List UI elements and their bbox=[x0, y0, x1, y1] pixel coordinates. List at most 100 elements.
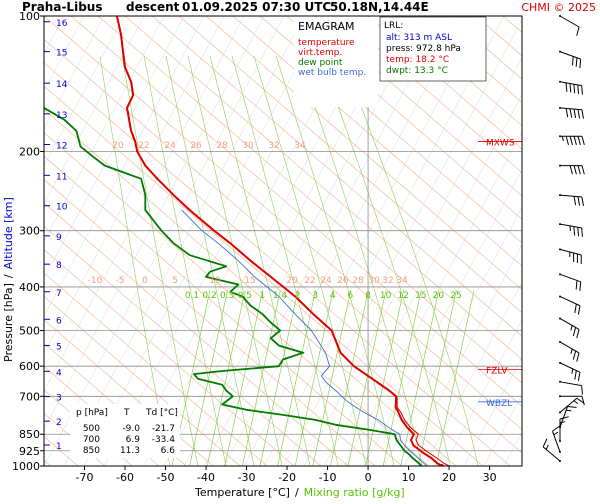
dry-adiabat-label: 22 bbox=[304, 276, 315, 286]
y-axis-title-pressure: Pressure [hPa] bbox=[2, 283, 15, 362]
wind-barb-dot bbox=[559, 248, 561, 250]
pressure-tick-label: 600 bbox=[19, 360, 40, 373]
wind-barb-dot bbox=[559, 451, 561, 453]
wind-barb-dot bbox=[559, 317, 561, 319]
pressure-tick-label: 700 bbox=[19, 390, 40, 403]
temperature-tick-label: -40 bbox=[197, 471, 215, 484]
level-marker-label: FZLV bbox=[486, 366, 508, 376]
mixing-ratio-label: 0.1 bbox=[185, 291, 199, 301]
dry-adiabat-label: 24 bbox=[320, 276, 332, 286]
pressure-tick-label: 500 bbox=[19, 325, 40, 338]
dry-adiabat-label: 26 bbox=[190, 141, 202, 151]
wind-barb-dot bbox=[559, 51, 561, 53]
level-table: p [hPa] T Td [°C] 500 -9.0 -21.7 700 6.9… bbox=[70, 404, 180, 458]
altitude-tick-label: 14 bbox=[56, 80, 68, 90]
wind-barb-dot bbox=[559, 165, 561, 167]
pressure-tick-label: 100 bbox=[19, 10, 40, 23]
wind-barb-dot bbox=[559, 362, 561, 364]
table-cell: 850 bbox=[83, 446, 100, 456]
altitude-tick-label: 13 bbox=[56, 111, 67, 121]
dry-adiabat-label: 20 bbox=[112, 141, 124, 151]
wind-barb-dot bbox=[559, 411, 561, 413]
lrl-alt: alt: 313 m ASL bbox=[386, 33, 452, 43]
table-cell: -21.7 bbox=[152, 424, 175, 434]
header-coords: 50.18N,14.44E bbox=[330, 0, 429, 14]
dry-adiabat-label: 30 bbox=[368, 276, 380, 286]
altitude-tick-label: 15 bbox=[56, 49, 67, 59]
header-datetime: 01.09.2025 07:30 UTC bbox=[182, 0, 331, 14]
dry-adiabat-label: 20 bbox=[286, 276, 298, 286]
wind-barb-dot bbox=[559, 440, 561, 442]
level-marker-label: MXWS bbox=[486, 138, 515, 148]
mixing-ratio-label: 10 bbox=[380, 291, 392, 301]
temperature-tick-label: -10 bbox=[319, 471, 337, 484]
header-type: descent bbox=[126, 0, 180, 14]
dry-adiabat-label: 22 bbox=[138, 141, 149, 151]
dry-adiabat-label: 32 bbox=[268, 141, 279, 151]
temperature-tick-label: 0 bbox=[365, 471, 372, 484]
temperature-tick-label: 10 bbox=[402, 471, 416, 484]
mixing-ratio-label: 1.4 bbox=[273, 291, 288, 301]
table-cell: 6.9 bbox=[126, 435, 141, 445]
wind-barb-dot bbox=[559, 395, 561, 397]
y-axis-title-altitude: Altitude [km] bbox=[2, 197, 15, 269]
mixing-ratio-label: 20 bbox=[433, 291, 445, 301]
wind-barb-dot bbox=[559, 135, 561, 137]
x-axis-title-temperature: Temperature [°C] bbox=[194, 486, 290, 499]
dry-adiabat-label: 5 bbox=[172, 276, 178, 286]
legend-item-dew-point: dew point bbox=[298, 58, 343, 68]
dry-adiabat-label: 34 bbox=[396, 276, 408, 286]
altitude-tick-label: 11 bbox=[56, 172, 67, 182]
lrl-dwpt: dwpt: 13.3 °C bbox=[386, 66, 448, 76]
wind-barb-dot bbox=[559, 15, 561, 17]
lrl-temp: temp: 18.2 °C bbox=[386, 55, 449, 65]
temperature-tick-label: 20 bbox=[442, 471, 456, 484]
lrl-title: LRL: bbox=[384, 21, 403, 31]
wind-barb-dot bbox=[559, 273, 561, 275]
legend: EMAGRAM temperature virt.temp. dew point… bbox=[294, 17, 378, 107]
altitude-tick-label: 2 bbox=[56, 418, 62, 428]
table-cell: 500 bbox=[83, 424, 100, 434]
dry-adiabat-label: -5 bbox=[116, 276, 125, 286]
table-cell: 11.3 bbox=[120, 446, 140, 456]
wind-barb-dot bbox=[559, 107, 561, 109]
dry-adiabat-label: 15 bbox=[244, 276, 255, 286]
mixing-ratio-label: 0.2 bbox=[202, 291, 216, 301]
dry-adiabat-label: 28 bbox=[352, 276, 364, 286]
altitude-tick-label: 9 bbox=[56, 233, 62, 243]
wind-barb-dot bbox=[559, 223, 561, 225]
wind-barb-dot bbox=[559, 81, 561, 83]
table-cell: -9.0 bbox=[122, 424, 140, 434]
altitude-tick-label: 12 bbox=[56, 142, 67, 152]
pressure-tick-label: 1000 bbox=[12, 460, 40, 473]
altitude-tick-label: 5 bbox=[56, 343, 62, 353]
mixing-ratio-label: 25 bbox=[450, 291, 461, 301]
table-header-p: p [hPa] bbox=[76, 408, 108, 418]
temperature-tick-label: -20 bbox=[278, 471, 296, 484]
dry-adiabat-label: 28 bbox=[216, 141, 228, 151]
pressure-tick-label: 925 bbox=[19, 445, 40, 458]
mixing-ratio-label: 0.5 bbox=[238, 291, 252, 301]
mixing-ratio-label: 3 bbox=[312, 291, 318, 301]
altitude-tick-label: 10 bbox=[56, 203, 68, 213]
pressure-tick-label: 300 bbox=[19, 225, 40, 238]
lrl-box: LRL: alt: 313 m ASL press: 972.8 hPa tem… bbox=[380, 17, 486, 81]
altitude-tick-label: 1 bbox=[56, 442, 62, 452]
x-axis-title-mixing: Mixing ratio [g/kg] bbox=[304, 486, 405, 499]
wind-barb-dot bbox=[559, 341, 561, 343]
table-header-t: T bbox=[123, 408, 130, 418]
x-axis-title-sep: / bbox=[295, 486, 299, 499]
altitude-tick-label: 6 bbox=[56, 316, 62, 326]
dry-adiabat-label: 30 bbox=[242, 141, 254, 151]
temperature-tick-label: -60 bbox=[116, 471, 134, 484]
mixing-ratio-label: 12 bbox=[397, 291, 408, 301]
temperature-tick-label: -50 bbox=[157, 471, 175, 484]
lrl-press: press: 972.8 hPa bbox=[386, 44, 461, 54]
dry-adiabat-label: 0 bbox=[142, 276, 148, 286]
pressure-tick-label: 400 bbox=[19, 281, 40, 294]
table-cell: 6.6 bbox=[161, 446, 176, 456]
dry-adiabat-label: -10 bbox=[88, 276, 103, 286]
mixing-ratio-label: 6 bbox=[348, 291, 354, 301]
header-credit: CHMI © 2025 bbox=[521, 1, 596, 14]
